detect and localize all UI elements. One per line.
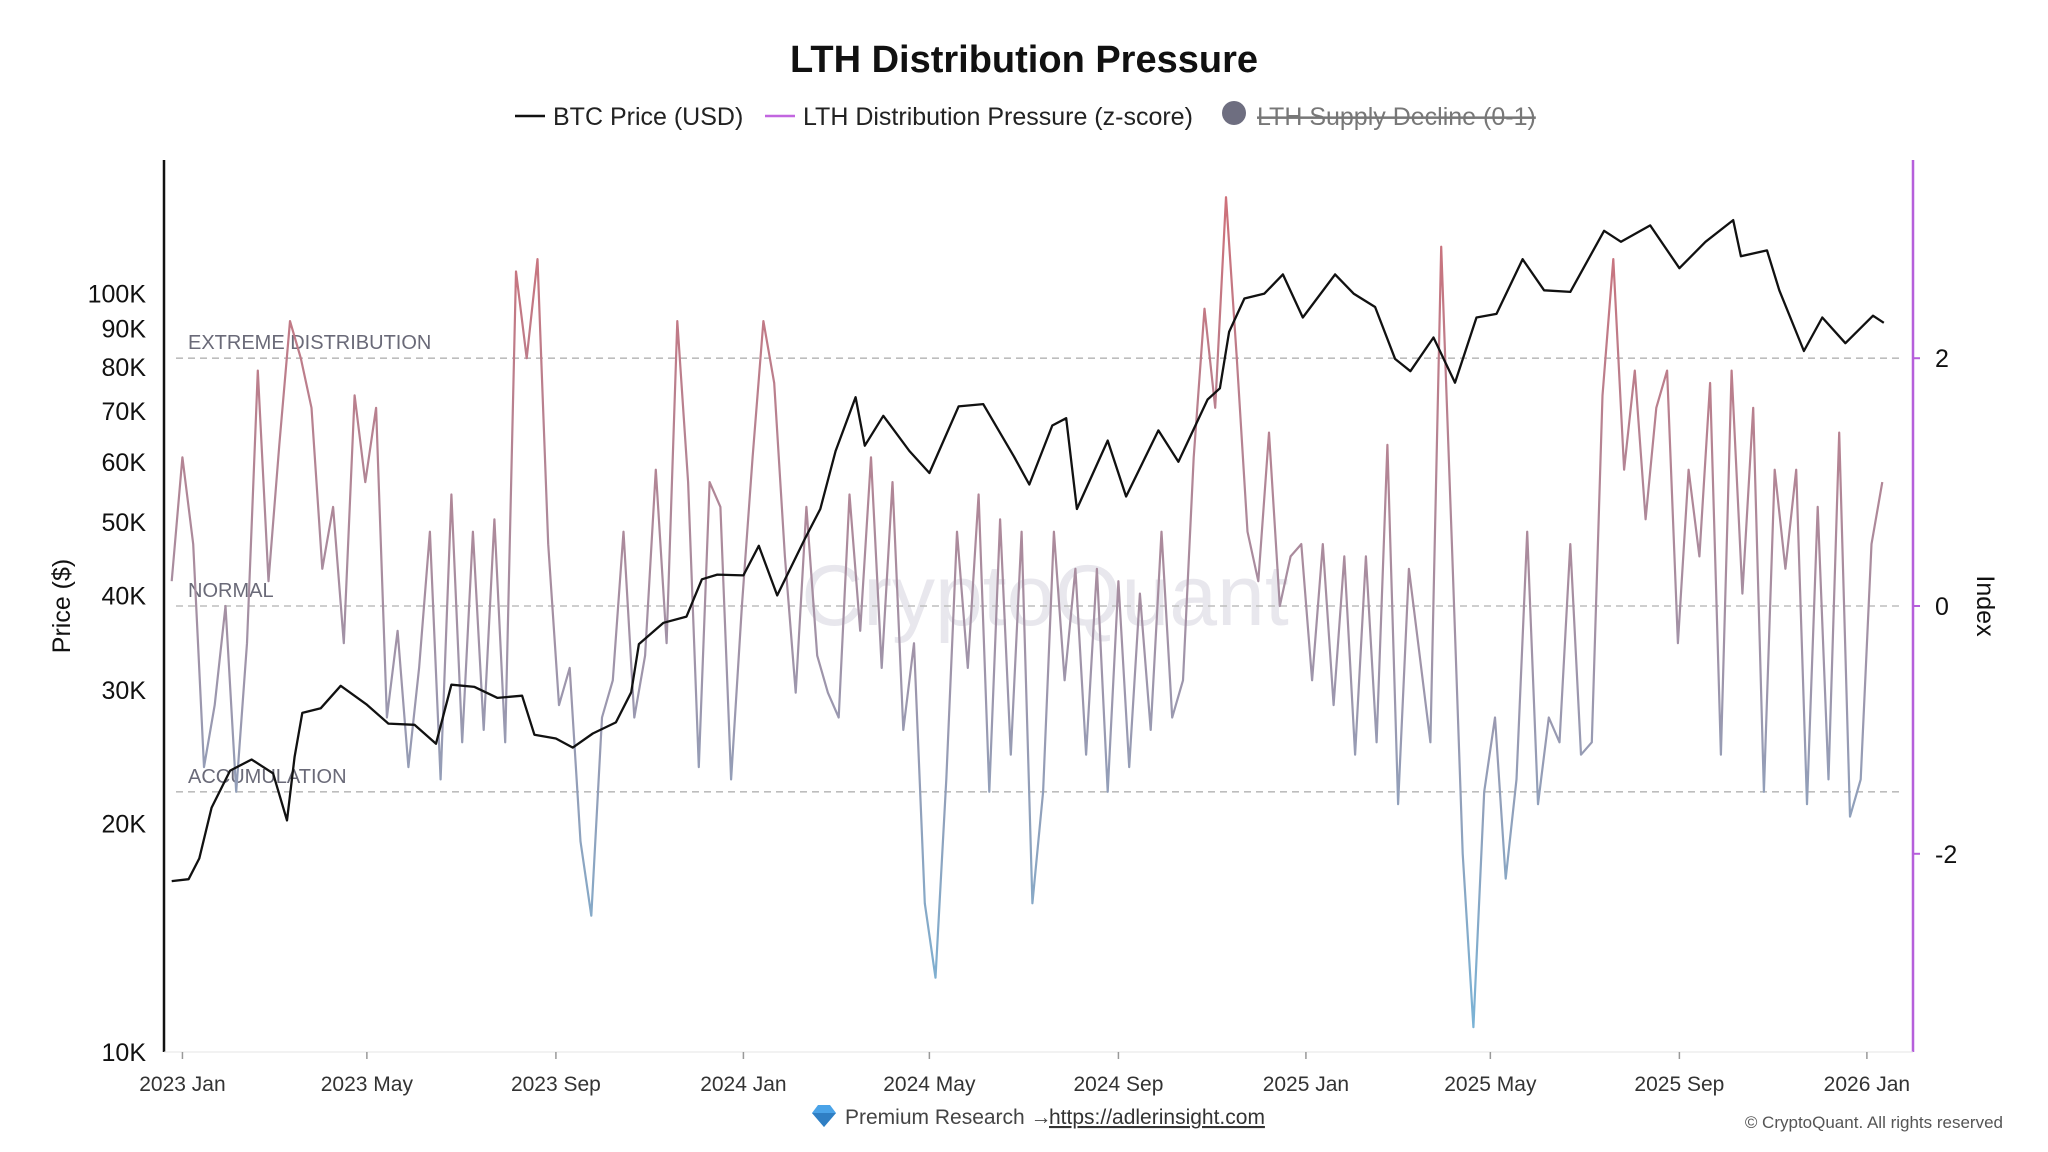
footer-text: Premium Research → <box>845 1106 1052 1129</box>
x-tick-label: 2024 Jan <box>700 1073 786 1096</box>
y-right-label: Index <box>1971 575 1999 637</box>
series-line-btc-price <box>171 218 1885 883</box>
legend-item-lth-pressure[interactable]: LTH Distribution Pressure (z-score) <box>765 103 1193 131</box>
reference-label: NORMAL <box>188 580 274 602</box>
x-tick-label: 2025 May <box>1444 1073 1537 1096</box>
y-left-tick-label: 80K <box>102 354 147 382</box>
y-right-tick-label: 2 <box>1935 345 1949 373</box>
reference-label: ACCUMULATION <box>188 766 347 788</box>
y-left-tick-label: 40K <box>102 582 147 610</box>
footer: Premium Research → https://adlerinsight.… <box>812 1105 2003 1132</box>
x-tick-label: 2023 Jan <box>139 1073 225 1096</box>
legend-item-btc-price[interactable]: BTC Price (USD) <box>515 103 743 131</box>
footer-link[interactable]: https://adlerinsight.com <box>1049 1106 1265 1129</box>
copyright-text: © CryptoQuant. All rights reserved <box>1745 1113 2003 1132</box>
reference-lines: EXTREME DISTRIBUTION NORMAL ACCUMULATION <box>176 332 1900 793</box>
y-left-tick-label: 90K <box>102 315 147 343</box>
series-line-lth-pressure <box>170 196 1884 1029</box>
legend-label-btc-price: BTC Price (USD) <box>553 103 743 131</box>
legend: BTC Price (USD) LTH Distribution Pressur… <box>515 101 1536 131</box>
x-tick-label: 2023 Sep <box>511 1073 601 1096</box>
x-tick-label: 2024 Sep <box>1073 1073 1163 1096</box>
watermark: CryptoQuant <box>801 548 1289 644</box>
chart-title: LTH Distribution Pressure <box>790 39 1258 81</box>
y-left-tick-label: 10K <box>102 1039 147 1067</box>
y-left-tick-label: 50K <box>102 509 147 537</box>
y-left-tick-label: 70K <box>102 398 147 426</box>
x-axis-ticks: 2023 Jan 2023 May 2023 Sep 2024 Jan 2024 May… <box>139 1052 1910 1096</box>
left-axis-ticks: 10K 20K 30K 40K 50K 60K 70K 80K 90K 100K <box>88 281 147 1067</box>
x-tick-label: 2024 May <box>883 1073 976 1096</box>
reference-label: EXTREME DISTRIBUTION <box>188 332 431 354</box>
x-tick-label: 2023 May <box>321 1073 414 1096</box>
series-layer <box>170 196 1885 1029</box>
legend-item-lth-supply-decline[interactable]: LTH Supply Decline (0-1) <box>1222 101 1536 131</box>
legend-dot-icon <box>1222 101 1246 125</box>
x-tick-label: 2025 Jan <box>1263 1073 1349 1096</box>
y-right-tick-label: -2 <box>1935 841 1957 869</box>
legend-label-lth-pressure: LTH Distribution Pressure (z-score) <box>803 103 1193 131</box>
y-right-tick-label: 0 <box>1935 593 1949 621</box>
y-left-tick-label: 60K <box>102 449 147 477</box>
gem-icon <box>812 1105 836 1127</box>
y-left-tick-label: 20K <box>102 811 147 839</box>
x-tick-label: 2026 Jan <box>1824 1073 1910 1096</box>
right-axis-ticks: 2 0 -2 <box>1913 345 1957 869</box>
x-tick-label: 2025 Sep <box>1634 1073 1724 1096</box>
y-left-tick-label: 100K <box>88 281 147 309</box>
y-left-label: Price ($) <box>48 559 76 653</box>
legend-label-lth-supply-decline: LTH Supply Decline (0-1) <box>1257 103 1536 131</box>
y-left-tick-label: 30K <box>102 677 147 705</box>
